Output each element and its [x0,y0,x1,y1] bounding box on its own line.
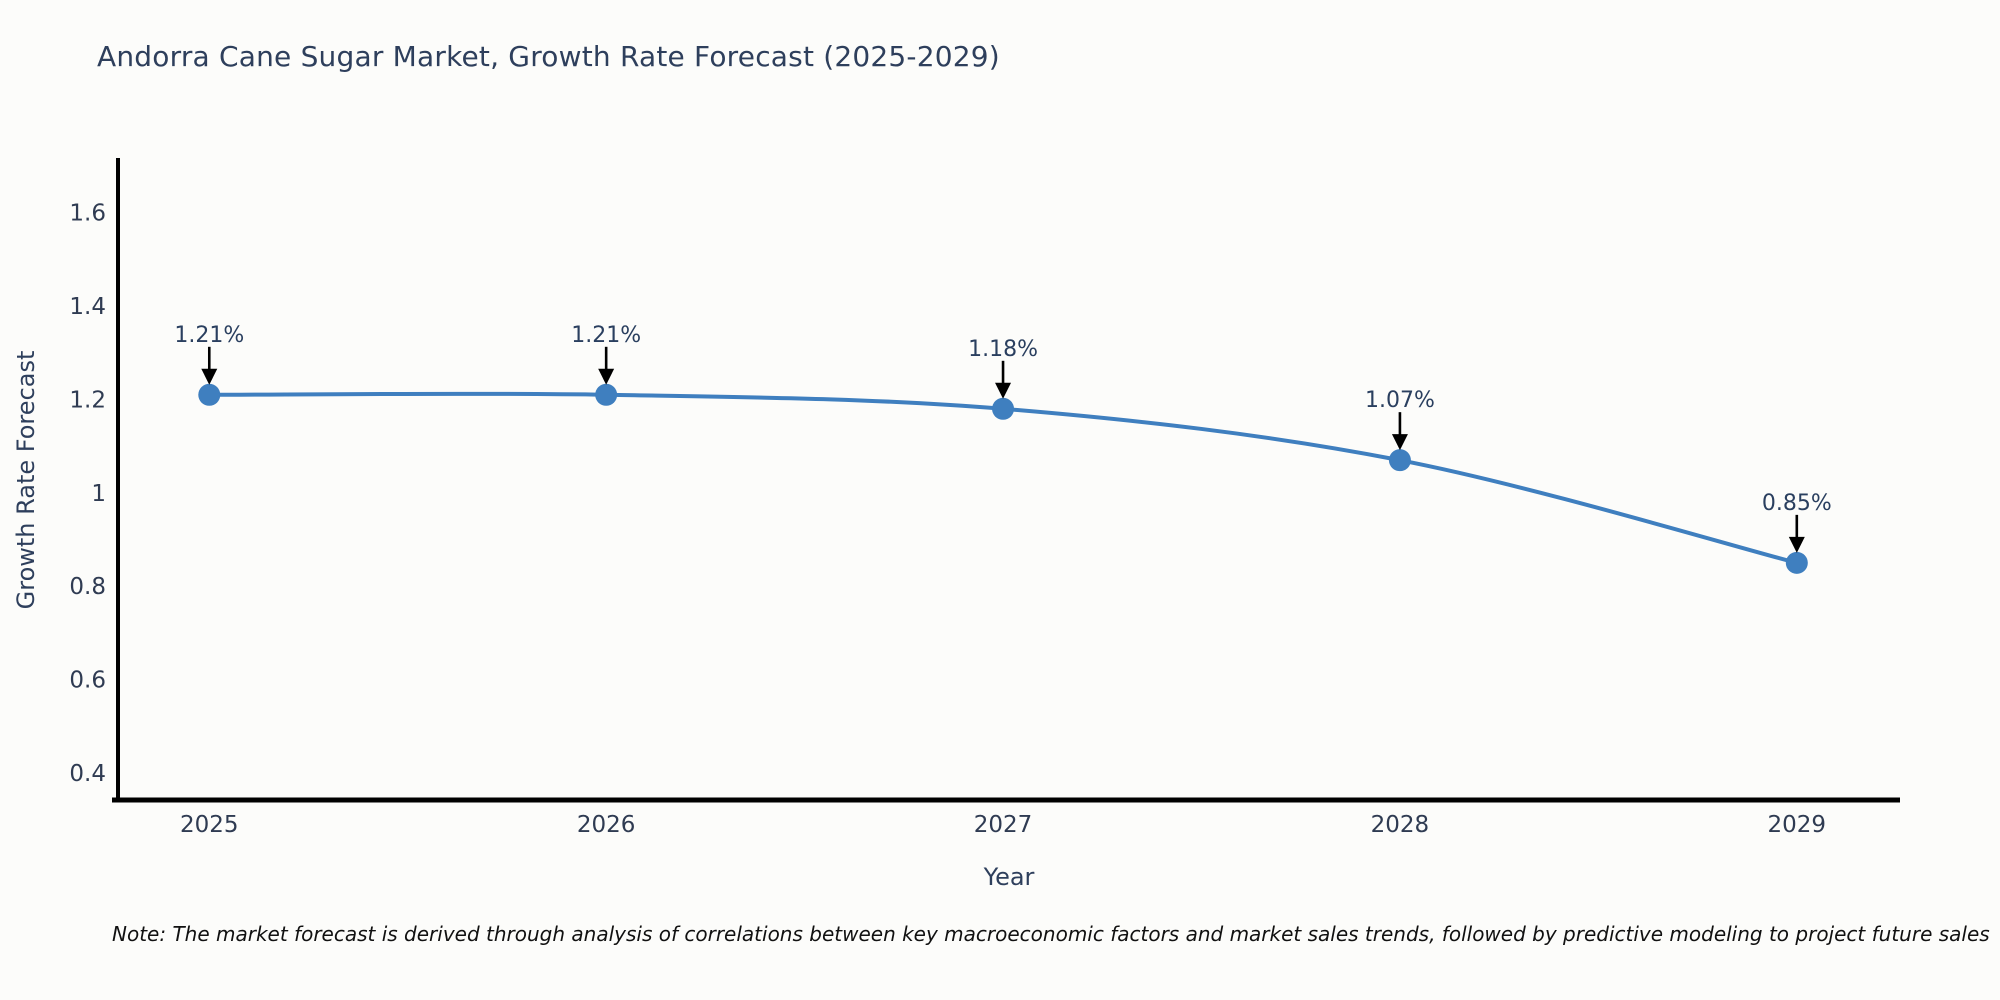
point-label: 1.21% [174,323,244,348]
point-label: 1.18% [968,337,1038,362]
y-tick-label: 1.6 [69,201,106,227]
y-tick-label: 1.2 [69,387,106,413]
x-tick-label: 2026 [577,812,636,838]
x-axis-title: Year [983,863,1035,891]
x-tick-label: 2028 [1371,812,1430,838]
annotation-arrow-head [598,368,615,385]
annotation-arrow-head [201,368,218,385]
y-tick-label: 1.4 [69,294,106,320]
data-point-marker [992,397,1015,420]
x-tick-label: 2025 [180,812,239,838]
point-label: 1.07% [1365,388,1435,413]
annotation-arrow-head [1391,434,1408,451]
chart-title: Andorra Cane Sugar Market, Growth Rate F… [97,40,1000,73]
annotation-arrow-head [995,382,1012,399]
annotation-arrow-head [1788,536,1805,553]
point-label: 0.85% [1762,491,1832,516]
data-point-marker [1785,551,1808,574]
data-point-marker [595,383,618,406]
footnote: Note: The market forecast is derived thr… [112,922,1990,946]
y-tick-label: 1 [91,481,106,507]
y-axis-title: Growth Rate Forecast [12,350,40,610]
x-tick-label: 2027 [974,812,1033,838]
data-point-marker [1388,449,1411,472]
y-tick-label: 0.6 [69,668,106,694]
x-tick-label: 2029 [1768,812,1827,838]
point-label: 1.21% [571,323,641,348]
y-tick-label: 0.4 [69,761,106,787]
y-tick-label: 0.8 [69,574,106,600]
data-point-marker [198,383,221,406]
